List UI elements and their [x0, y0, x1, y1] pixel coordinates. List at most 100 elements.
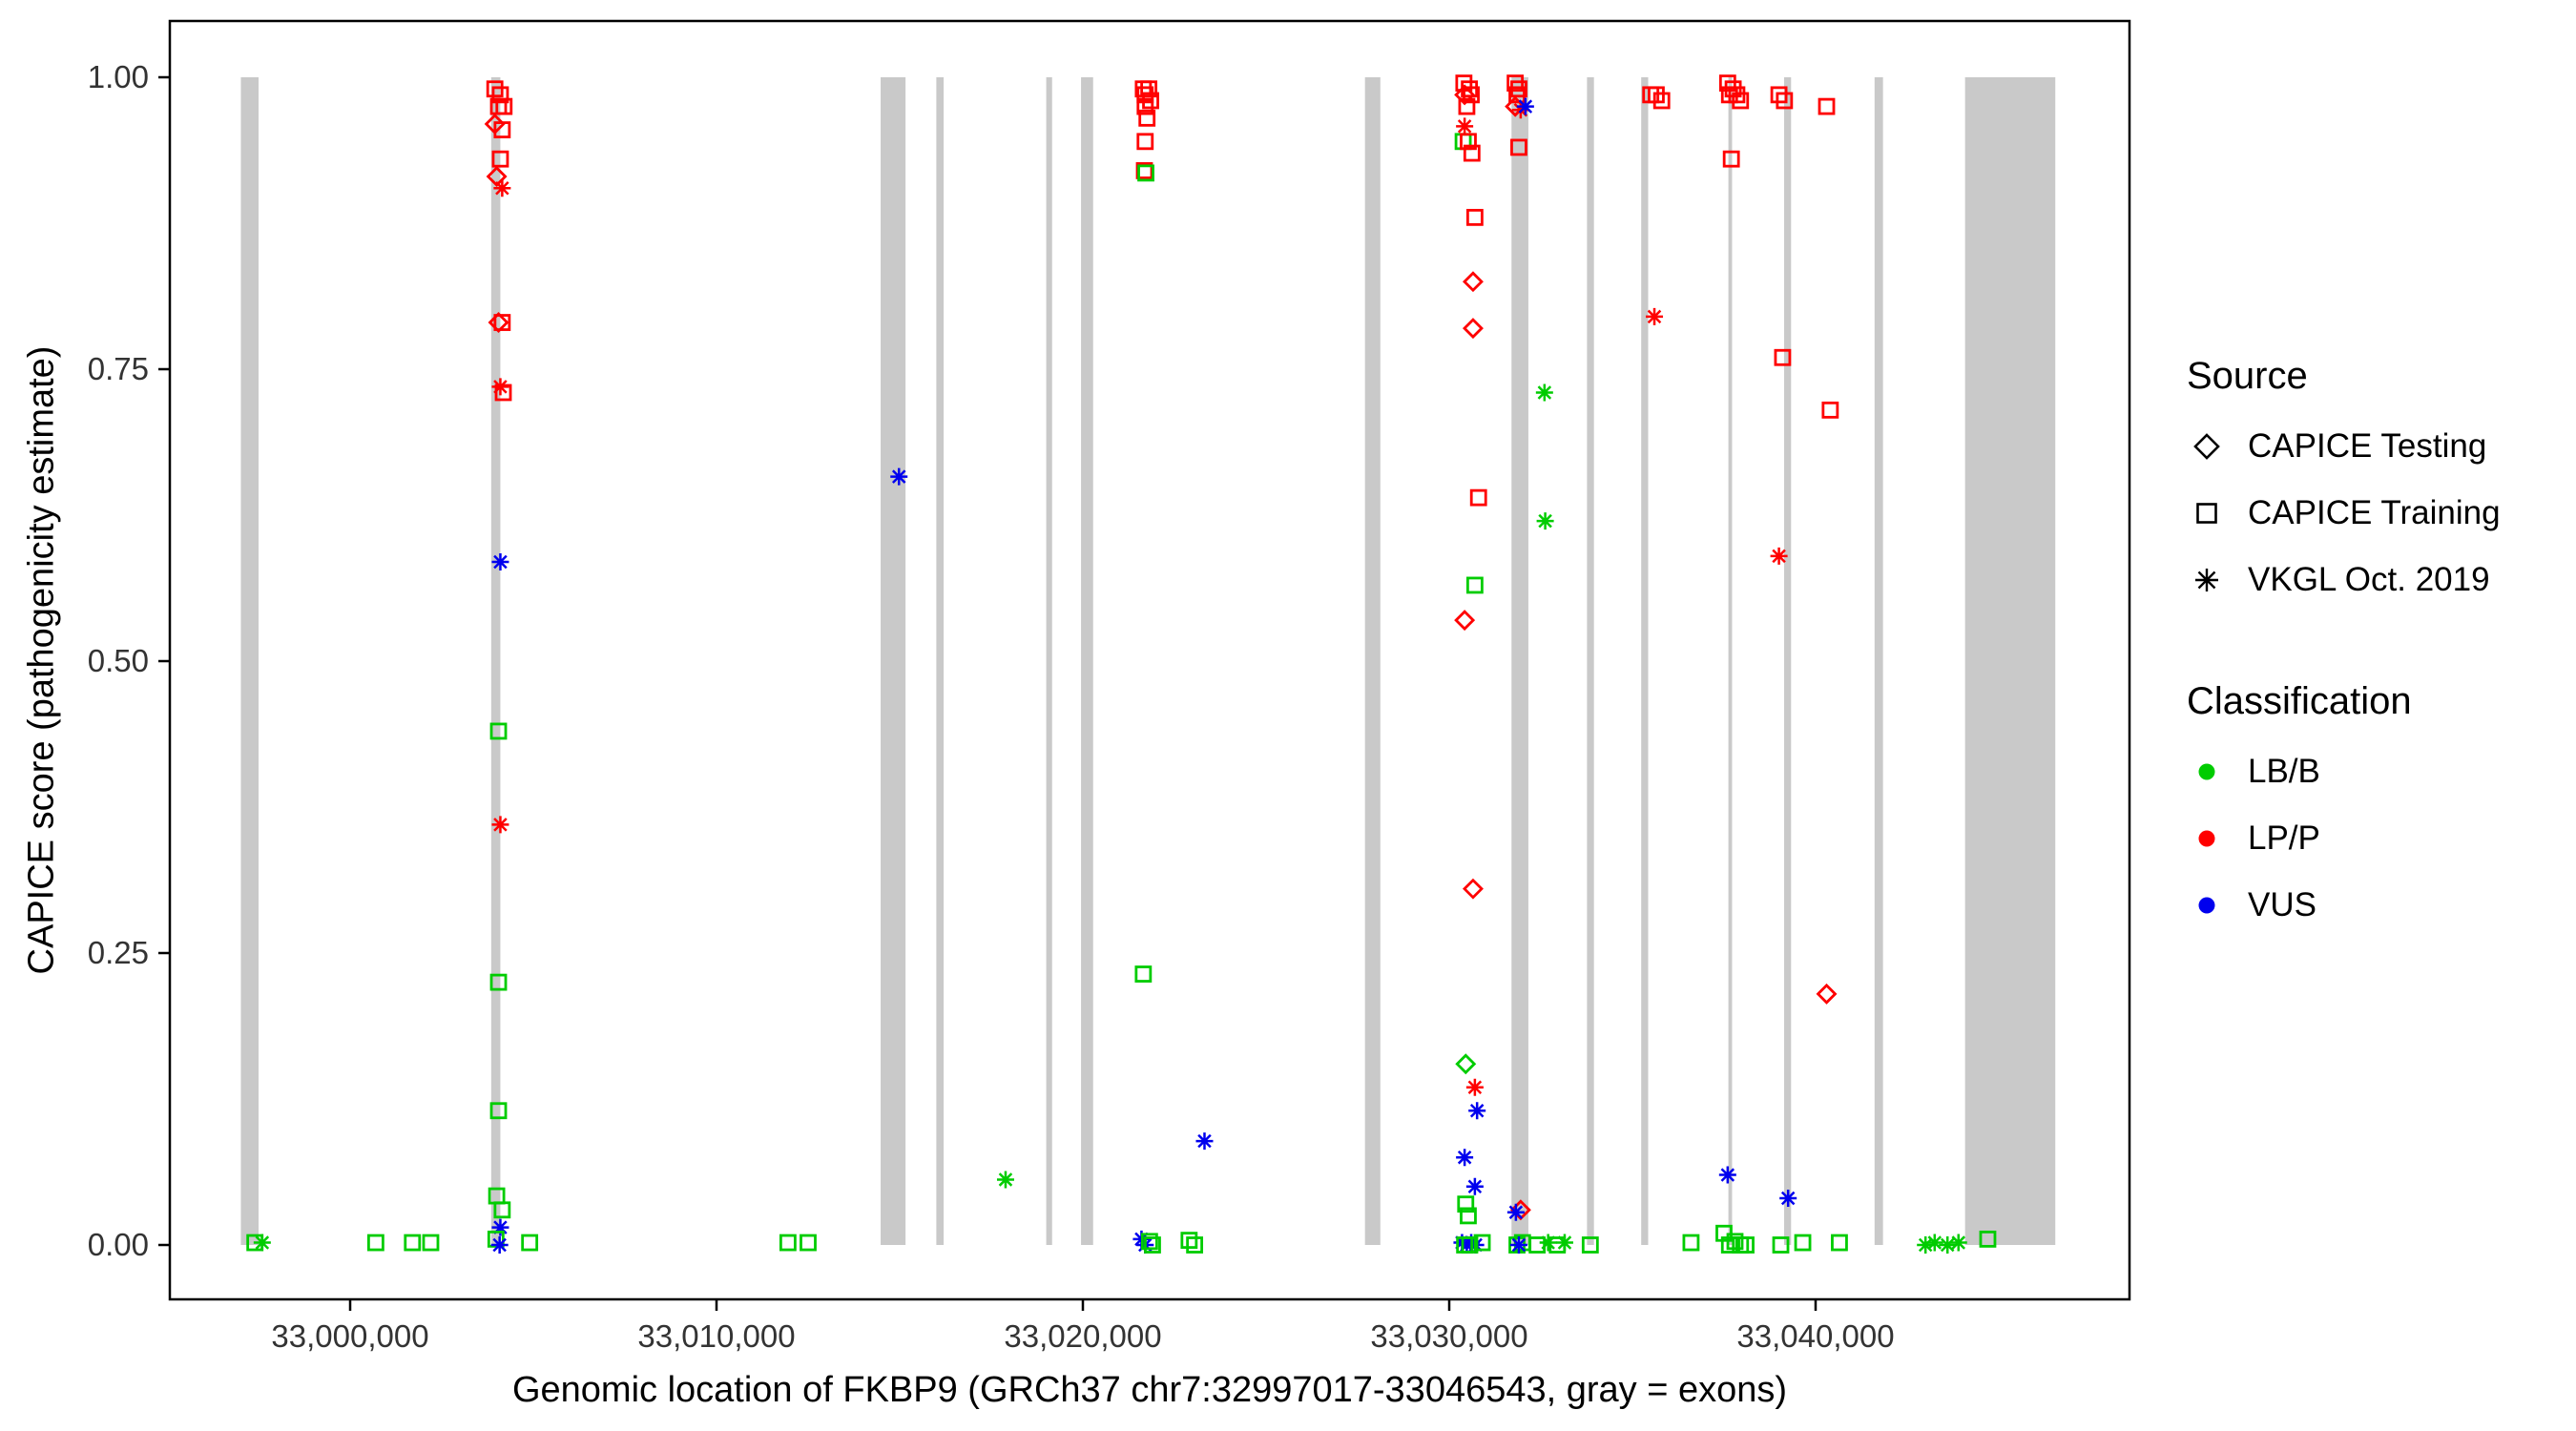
- data-point-square: [1144, 1236, 1161, 1254]
- panel-border: [168, 19, 2131, 1301]
- data-point-square: [1528, 1236, 1547, 1254]
- legend-item-capice-testing: CAPICE Testing: [2187, 413, 2501, 480]
- legend-item-vkgl: VKGL Oct. 2019: [2187, 547, 2501, 613]
- data-point-square: [1460, 1207, 1477, 1225]
- exon-rect: [1587, 77, 1594, 1245]
- data-point-square: [800, 1234, 817, 1252]
- data-point-asterisk: [253, 1234, 271, 1252]
- data-point-asterisk: [1468, 1102, 1486, 1120]
- data-point-square: [493, 1201, 511, 1219]
- data-point-square: [1776, 92, 1794, 110]
- exon-rect: [1641, 77, 1649, 1245]
- data-point-asterisk: [1458, 1236, 1476, 1254]
- exon-rect: [1046, 77, 1052, 1245]
- data-point-asterisk: [491, 552, 509, 570]
- data-point-square: [1682, 1234, 1700, 1252]
- x-tick-label: 33,040,000: [1736, 1318, 1894, 1354]
- data-point-asterisk: [1925, 1234, 1943, 1252]
- data-point-asterisk: [890, 467, 908, 486]
- data-point-asterisk: [1506, 1203, 1525, 1221]
- data-point-square: [1137, 164, 1154, 182]
- y-tick-label: 1.00: [88, 59, 149, 94]
- data-point-asterisk: [1555, 1234, 1573, 1252]
- data-point-square: [493, 121, 511, 138]
- data-point-square: [487, 1230, 505, 1248]
- data-point-asterisk: [1195, 1132, 1214, 1151]
- data-point-square: [1652, 92, 1671, 110]
- data-point-asterisk: [1539, 1234, 1557, 1252]
- legend-item-label: LB/B: [2248, 753, 2320, 790]
- exon-rect: [490, 77, 501, 1245]
- data-point-square: [494, 384, 512, 402]
- data-point-asterisk: [1779, 1190, 1797, 1208]
- data-point-asterisk: [1516, 97, 1534, 115]
- data-point-asterisk: [996, 1171, 1014, 1189]
- x-tick-label: 33,030,000: [1370, 1318, 1527, 1354]
- data-point-square: [489, 722, 508, 740]
- square-open-icon: [2187, 495, 2227, 531]
- data-point-square: [1979, 1230, 1997, 1248]
- data-point-square: [1508, 86, 1526, 104]
- data-point-square: [521, 1234, 539, 1252]
- data-point-square: [1134, 965, 1153, 983]
- data-point-asterisk: [1456, 1149, 1474, 1167]
- legend-item-label: VUS: [2248, 886, 2316, 923]
- y-tick-label: 0.25: [88, 935, 149, 970]
- data-point-square: [1831, 1234, 1848, 1252]
- exon-rect: [1964, 77, 2056, 1245]
- data-point-square: [1726, 1233, 1744, 1251]
- data-point-square: [1457, 1195, 1475, 1213]
- exon-rect: [881, 77, 906, 1245]
- blue-dot-icon: [2187, 887, 2227, 923]
- exon-rect: [1728, 77, 1733, 1245]
- legend-item-label: VKGL Oct. 2019: [2248, 561, 2490, 598]
- data-point-square: [1140, 1233, 1158, 1251]
- data-point-diamond: [486, 166, 508, 188]
- data-point-square: [1473, 1234, 1491, 1252]
- y-tick-label: 0.50: [88, 643, 149, 678]
- exon-rect: [936, 77, 945, 1245]
- legend-item-capice-training: CAPICE Training: [2187, 480, 2501, 547]
- data-point-square: [1581, 1236, 1599, 1254]
- data-point-square: [1465, 208, 1484, 226]
- y-tick-label: 0.00: [88, 1227, 149, 1262]
- diamond-open-icon: [2187, 428, 2227, 465]
- data-point-square: [1737, 1236, 1755, 1254]
- data-point-square: [366, 1234, 384, 1252]
- data-point-diamond: [488, 312, 509, 334]
- exon-rect: [1511, 77, 1528, 1245]
- x-tick-label: 33,000,000: [271, 1318, 428, 1354]
- data-point-asterisk: [1917, 1236, 1935, 1254]
- exon-rect: [1874, 77, 1883, 1245]
- data-point-square: [1772, 1236, 1790, 1254]
- data-point-square: [1722, 150, 1740, 168]
- exon-rect: [1364, 77, 1381, 1245]
- data-point-square: [489, 973, 508, 991]
- data-point-asterisk: [1718, 1166, 1736, 1184]
- data-point-diamond: [1454, 84, 1476, 106]
- legend-source-title: Source: [2187, 355, 2308, 397]
- data-point-square: [1774, 348, 1792, 366]
- data-point-square: [1460, 133, 1477, 151]
- data-point-square: [1461, 1236, 1479, 1254]
- data-point-square: [404, 1234, 422, 1252]
- data-point-square: [1458, 97, 1476, 115]
- data-point-diamond: [1454, 610, 1476, 632]
- data-point-diamond: [1462, 271, 1484, 293]
- data-point-square: [491, 86, 509, 104]
- data-point-diamond: [1455, 1053, 1477, 1075]
- data-point-square: [1794, 1234, 1812, 1252]
- data-point-asterisk: [1465, 1078, 1484, 1096]
- green-dot-icon: [2187, 754, 2227, 790]
- data-point-square: [1138, 109, 1156, 127]
- x-tick-label: 33,020,000: [1004, 1318, 1161, 1354]
- data-point-diamond: [1462, 318, 1484, 340]
- legend-item-lpp: LP/P: [2187, 805, 2501, 872]
- data-point-diamond: [1462, 878, 1484, 900]
- red-dot-icon: [2187, 820, 2227, 857]
- legend-classification: Classification LB/B LP/P VUS: [2187, 680, 2501, 939]
- data-point-square: [779, 1234, 797, 1252]
- data-point-square: [1510, 138, 1527, 156]
- legend-item-label: CAPICE Testing: [2248, 427, 2487, 465]
- data-point-square: [491, 150, 509, 168]
